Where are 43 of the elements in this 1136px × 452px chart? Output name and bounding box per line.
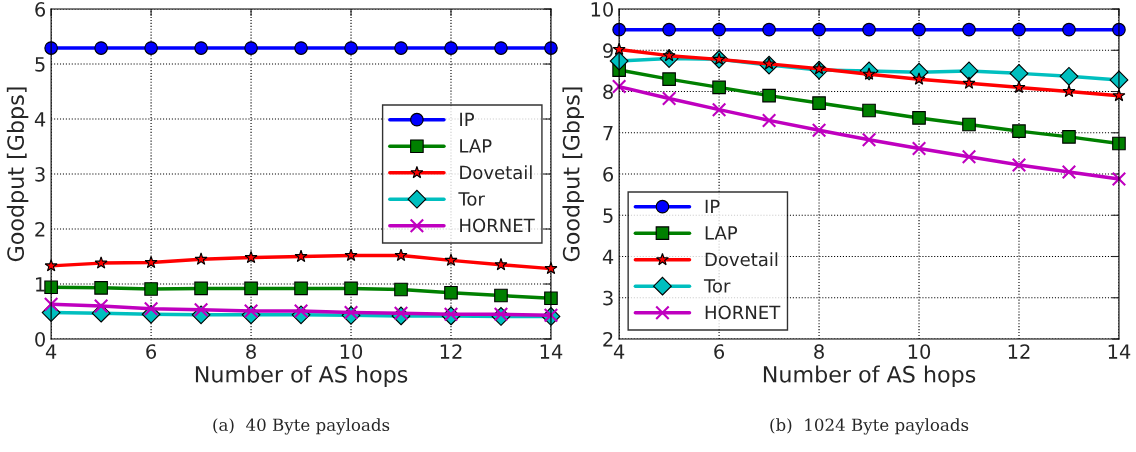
x-tick-label: 12	[440, 344, 462, 359]
y-axis-title: Goodput [Gbps]	[562, 87, 584, 262]
y-tick-label: 10	[591, 2, 613, 17]
x-tick-label: 6	[714, 344, 725, 359]
y-tick-label: 3	[603, 290, 613, 306]
y-tick-label: 5	[603, 208, 613, 223]
x-axis-title: Number of AS hops	[763, 365, 976, 387]
y-tick-label: 2	[603, 331, 613, 347]
y-tick-label: 6	[603, 166, 614, 182]
y-tick-label: 0	[35, 331, 45, 347]
x-tick-label: 14	[540, 344, 563, 359]
y-tick-label: 7	[603, 125, 613, 141]
y-tick-label: 4	[34, 112, 46, 127]
y-tick-label: 9	[603, 43, 613, 58]
legend-label: Tor	[703, 279, 731, 293]
x-tick-label: 4	[613, 344, 625, 359]
y-tick-label: 8	[603, 84, 613, 100]
legend-label: Dovetail	[460, 165, 532, 180]
x-tick-label: 8	[246, 344, 256, 359]
x-tick-label: 14	[1108, 344, 1131, 359]
x-tick-label: 6	[146, 344, 157, 359]
x-tick-label: 12	[1008, 344, 1030, 359]
y-tick-label: 2	[35, 221, 45, 237]
x-tick-label: 10	[340, 344, 363, 359]
legend-label: LAP	[705, 226, 738, 240]
x-axis-title: Number of AS hops	[195, 365, 408, 387]
legend-label: LAP	[460, 139, 492, 153]
y-tick-label: 6	[35, 2, 46, 17]
y-tick-label: 3	[35, 166, 45, 182]
x-tick-label: 8	[814, 344, 824, 359]
y-axis-title: Goodput [Gbps]	[6, 87, 29, 262]
y-tick-label: 4	[602, 249, 614, 264]
text: (a) 40 Byte payloads	[213, 418, 390, 435]
y-tick-label: 5	[35, 57, 45, 72]
legend-label: Tor	[458, 192, 485, 206]
legend-label: HORNET	[460, 218, 535, 233]
legend-label: IP	[460, 112, 475, 126]
x-tick-label: 10	[908, 344, 931, 359]
legend-label: IP	[705, 199, 720, 213]
x-tick-label: 4	[45, 344, 57, 359]
text: (b) 1024 Byte payloads	[770, 418, 969, 435]
legend-label: Dovetail	[705, 252, 778, 267]
legend-label: HORNET	[705, 305, 781, 320]
